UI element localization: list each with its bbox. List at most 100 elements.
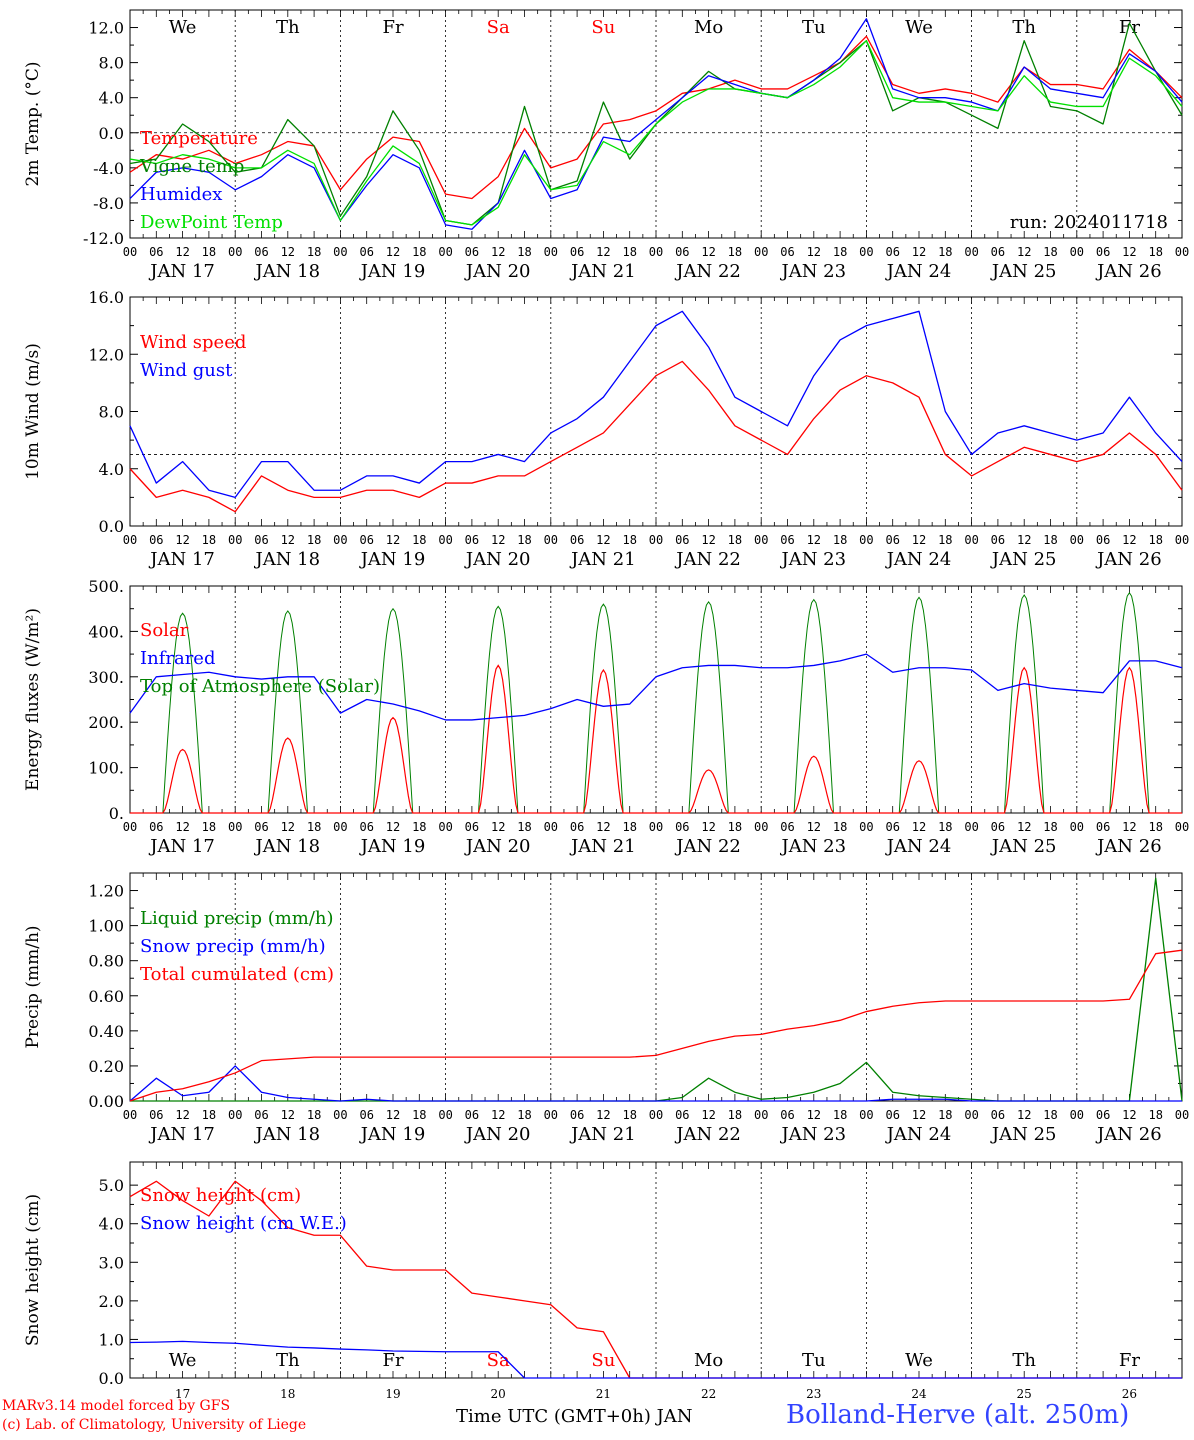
x-hour-label: 06 (991, 533, 1005, 547)
x-date-label: JAN 23 (780, 261, 847, 282)
legend-entry: Infrared (140, 648, 215, 669)
x-hour-label: 12 (386, 820, 400, 834)
day-name: Sa (487, 1350, 510, 1371)
panel-4: 00 06 12 18 00 06 12 18 00 06 12 18 00 06 12 18 00 06 12 18… (23, 872, 1189, 1145)
x-hour-label: 06 (885, 820, 899, 834)
x-hour-label: 18 (1148, 820, 1162, 834)
x-date-label: JAN 25 (990, 261, 1057, 282)
day-name: We (169, 1350, 197, 1371)
x-hour-label: 12 (596, 1108, 610, 1122)
x-hour-label: 00 (1070, 245, 1084, 259)
x-date-label: JAN 20 (464, 1124, 531, 1145)
x-hour-label: 18 (938, 1108, 952, 1122)
x-hour-label: 12 (491, 820, 505, 834)
x-hour-label: 06 (254, 245, 268, 259)
legend-entry: Snow precip (mm/h) (140, 936, 326, 957)
x-hour-label: 06 (149, 245, 163, 259)
y-tick-label: 0.0 (99, 124, 124, 143)
x-date-label: JAN 17 (148, 549, 215, 570)
x-hour-label: 06 (359, 820, 373, 834)
x-date-label: JAN 26 (1095, 261, 1162, 282)
x-hour-label: 00 (228, 245, 242, 259)
x-hour-label: 00 (333, 1108, 347, 1122)
x-hour-label: 12 (491, 245, 505, 259)
y-tick-label: -4.0 (93, 159, 124, 178)
x-hour-label: 12 (386, 245, 400, 259)
x-hour-label: 12 (1122, 245, 1136, 259)
y-tick-label: 0.80 (88, 952, 124, 971)
x-hour-label: 00 (649, 1108, 663, 1122)
x-hour-label: 00 (123, 820, 137, 834)
x-hour-label: 06 (359, 245, 373, 259)
y-tick-label: 8.0 (99, 403, 124, 422)
station-title: Bolland-Herve (alt. 250m) (786, 1400, 1130, 1430)
x-hour-label: 06 (570, 533, 584, 547)
x-hour-label: 00 (1070, 1108, 1084, 1122)
x-hour-label: 06 (570, 820, 584, 834)
y-tick-label: -12.0 (83, 229, 124, 248)
x-hour-label: 06 (675, 245, 689, 259)
x-hour-label: 18 (728, 533, 742, 547)
x-hour-label: 18 (1148, 245, 1162, 259)
x-hour-label: 06 (675, 820, 689, 834)
x-hour-label: 06 (149, 533, 163, 547)
x-hour-label: 12 (386, 1108, 400, 1122)
x-date-label: JAN 17 (148, 261, 215, 282)
x-hour-label: 00 (754, 533, 768, 547)
x-hour-label: 12 (175, 820, 189, 834)
y-tick-label: 0.40 (88, 1022, 124, 1041)
x-date-label: JAN 19 (359, 261, 426, 282)
x-hour-label: 12 (281, 245, 295, 259)
series-line (129, 1065, 1182, 1102)
x-hour-label: 00 (1175, 1108, 1189, 1122)
y-axis-label: 2m Temp. (°C) (23, 61, 43, 186)
x-hour-label: 00 (123, 1108, 137, 1122)
x-hour-label: 00 (438, 1108, 452, 1122)
x-hour-label: 00 (754, 1108, 768, 1122)
day-name: Mo (694, 1350, 723, 1371)
x-date-label: JAN 19 (359, 836, 426, 857)
x-hour-label: 00 (1175, 245, 1189, 259)
x-hour-label: 06 (570, 245, 584, 259)
x-hour-label: 18 (517, 1108, 531, 1122)
day-name: We (905, 1350, 933, 1371)
x-axis-title: Time UTC (GMT+0h) JAN (456, 1406, 693, 1427)
day-name: Tu (802, 1350, 826, 1371)
day-number: 17 (175, 1387, 190, 1401)
x-hour-label: 00 (123, 245, 137, 259)
x-hour-label: 06 (991, 820, 1005, 834)
day-name: We (905, 17, 933, 38)
x-hour-label: 06 (149, 820, 163, 834)
x-hour-label: 18 (202, 820, 216, 834)
x-hour-label: 12 (807, 245, 821, 259)
y-tick-label: -8.0 (93, 194, 124, 213)
x-date-label: JAN 21 (569, 549, 636, 570)
x-hour-label: 06 (885, 533, 899, 547)
x-hour-label: 00 (544, 1108, 558, 1122)
x-hour-label: 00 (859, 1108, 873, 1122)
x-date-label: JAN 24 (885, 836, 952, 857)
x-hour-label: 06 (991, 245, 1005, 259)
x-hour-label: 18 (728, 820, 742, 834)
y-tick-label: 1.00 (88, 917, 124, 936)
x-hour-label: 18 (307, 533, 321, 547)
day-name: We (169, 17, 197, 38)
series-line (129, 40, 1183, 226)
day-number: 26 (1122, 1387, 1137, 1401)
x-hour-label: 18 (938, 820, 952, 834)
day-name: Sa (487, 17, 510, 38)
y-tick-label: 500. (88, 577, 124, 596)
x-hour-label: 18 (307, 245, 321, 259)
x-hour-label: 12 (281, 533, 295, 547)
x-hour-label: 12 (1122, 1108, 1136, 1122)
x-hour-label: 12 (1122, 533, 1136, 547)
x-hour-label: 06 (780, 1108, 794, 1122)
x-hour-label: 12 (912, 1108, 926, 1122)
x-hour-label: 06 (359, 1108, 373, 1122)
day-name: Fr (1119, 1350, 1140, 1371)
y-tick-label: 16.0 (88, 288, 124, 307)
x-hour-label: 12 (596, 533, 610, 547)
x-hour-label: 18 (202, 1108, 216, 1122)
x-hour-label: 18 (1043, 245, 1057, 259)
x-hour-label: 18 (1043, 1108, 1057, 1122)
